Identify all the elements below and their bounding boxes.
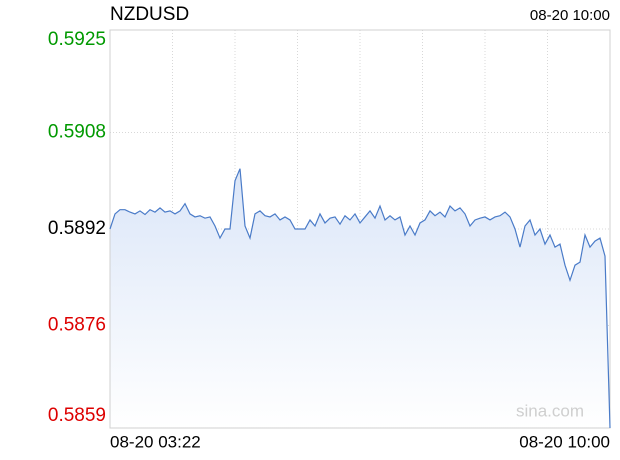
- price-line: [109, 168, 611, 429]
- y-tick-label: 0.5908: [48, 122, 106, 143]
- y-tick-label: 0.5876: [48, 315, 106, 336]
- y-tick-label: 0.5925: [48, 29, 106, 50]
- timestamp: 08-20 10:00: [530, 7, 610, 24]
- y-tick-label: 0.5892: [48, 218, 106, 239]
- chart-title: NZDUSD: [110, 4, 189, 25]
- x-tick-label: 08-20 10:00: [519, 432, 610, 451]
- area: [110, 168, 610, 428]
- x-tick-label: 08-20 03:22: [110, 432, 201, 451]
- y-tick-label: 0.5859: [48, 405, 106, 426]
- watermark: sina.com: [516, 401, 584, 420]
